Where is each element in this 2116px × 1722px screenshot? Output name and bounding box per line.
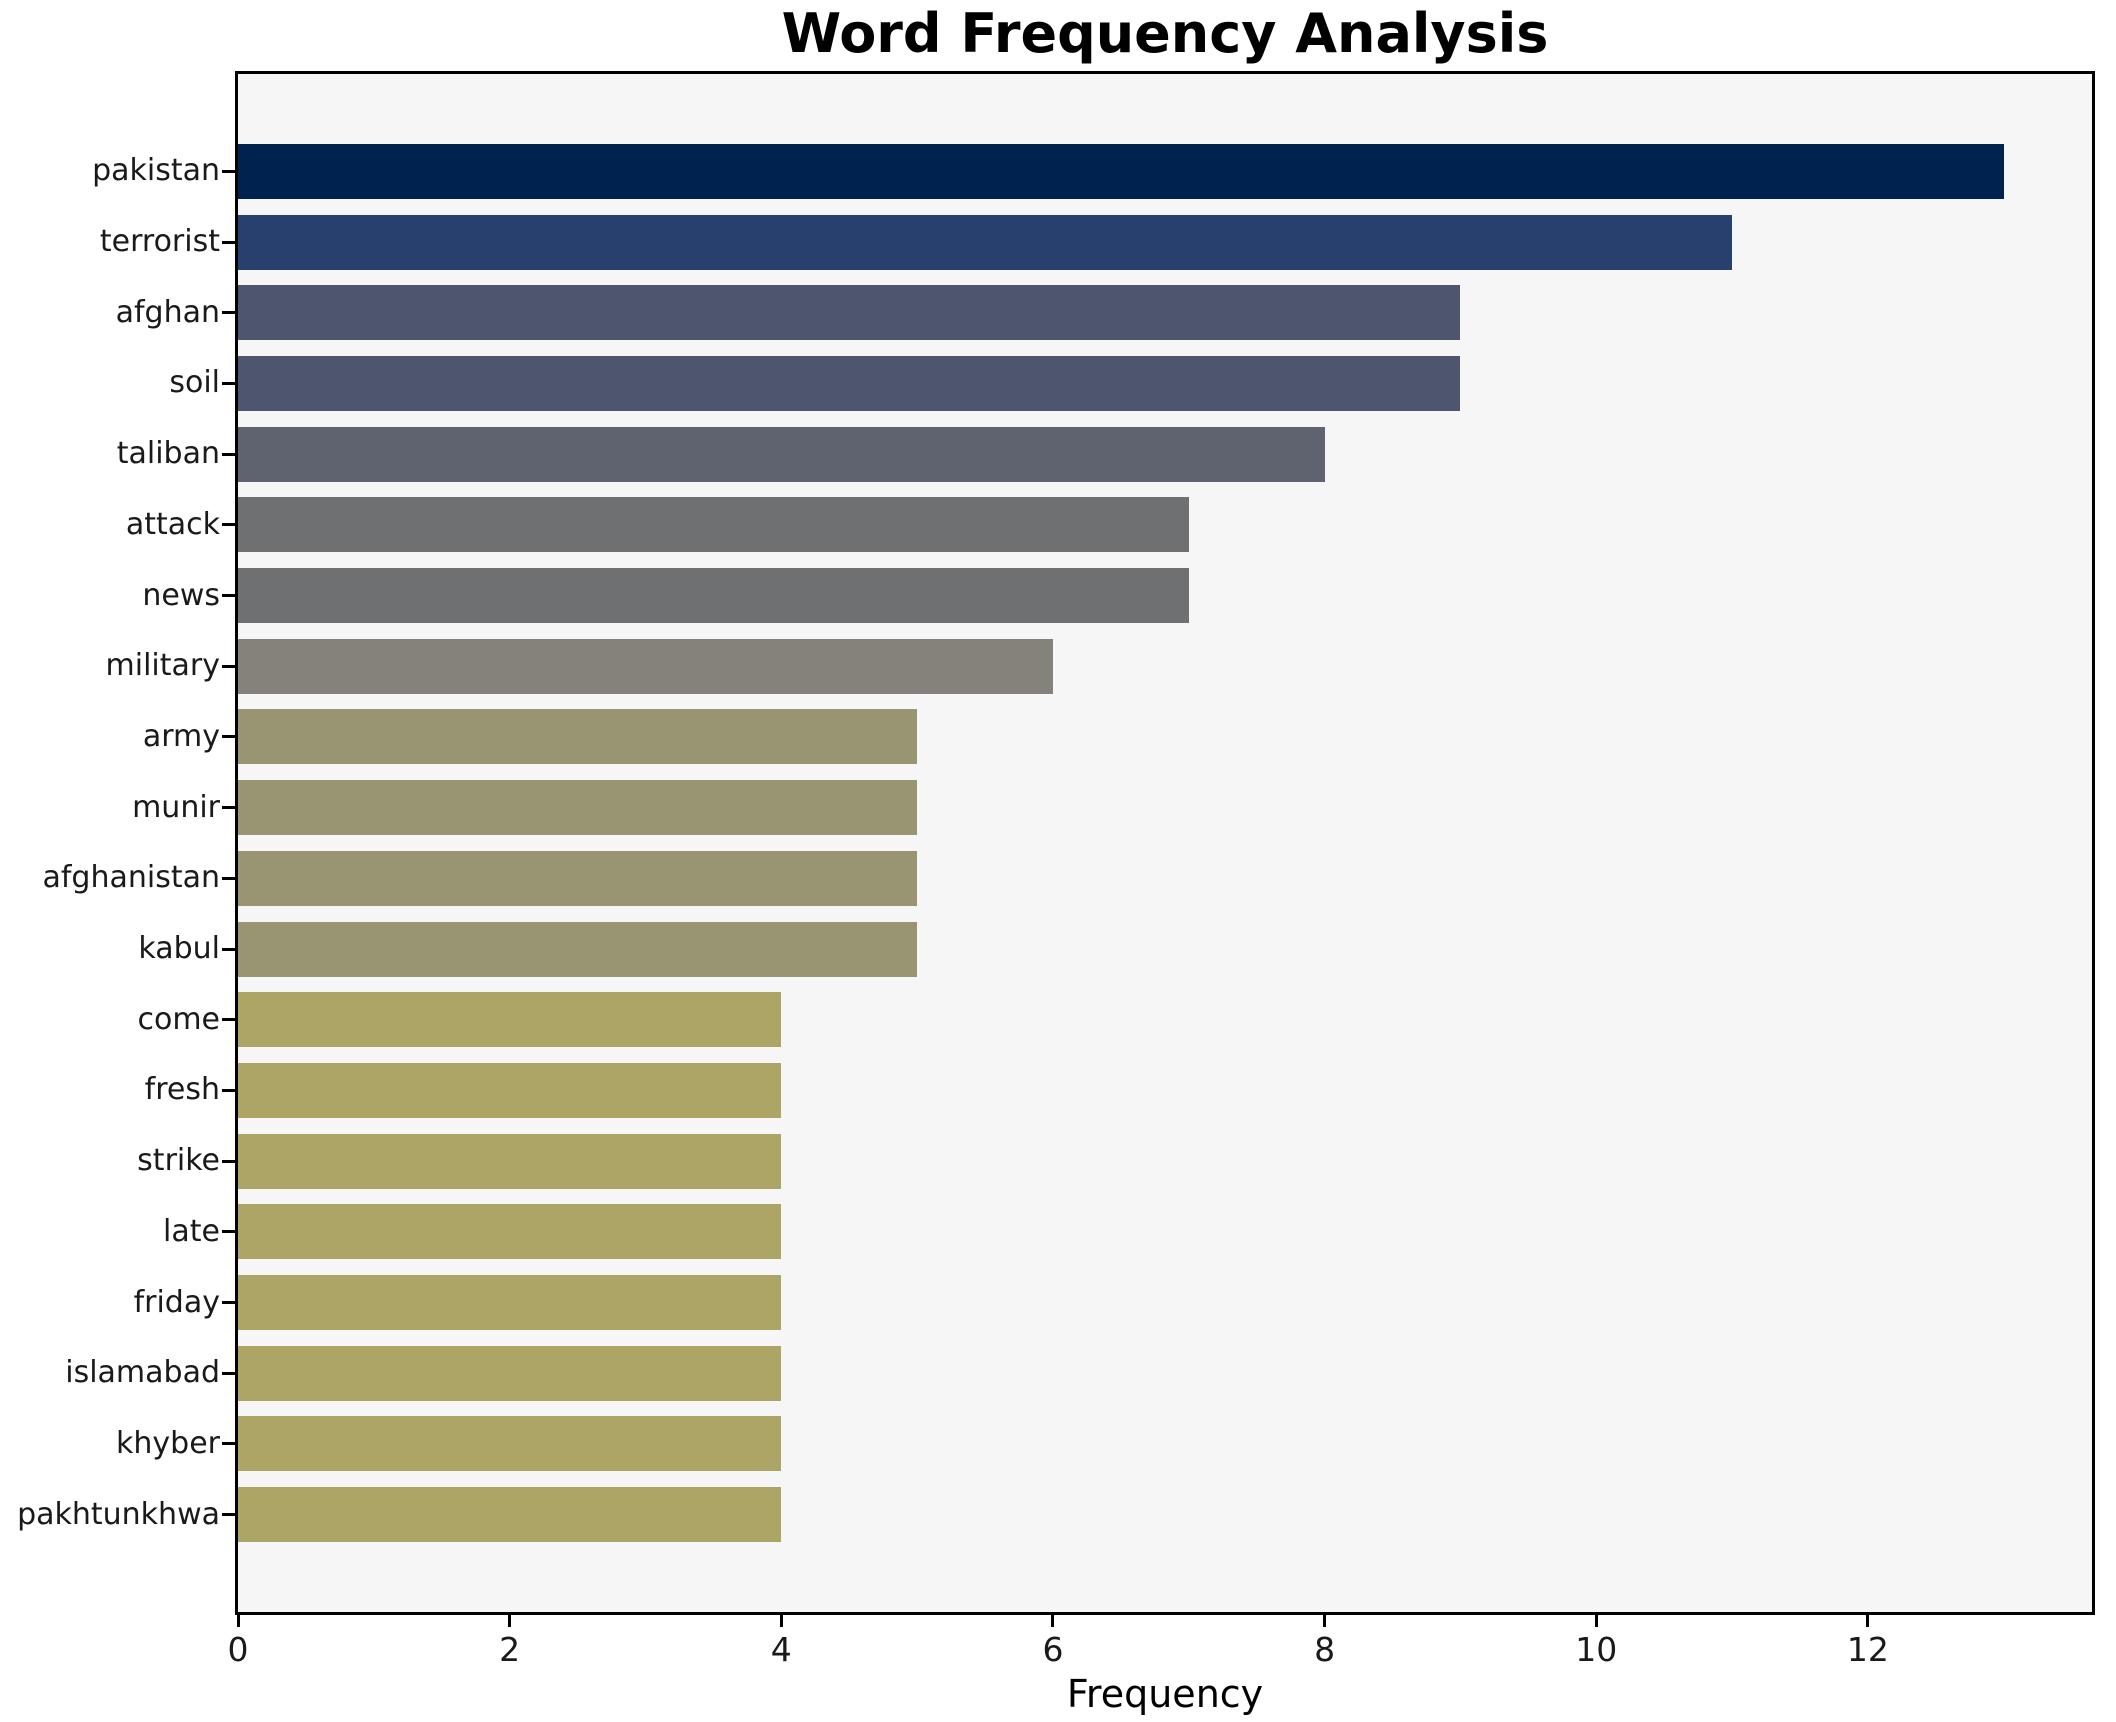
y-tick-label: late (163, 1213, 220, 1249)
plot-area (235, 71, 2095, 1615)
y-tick-mark (222, 664, 235, 668)
y-tick-mark (222, 1371, 235, 1375)
y-tick-mark (222, 452, 235, 456)
bar-come (238, 992, 782, 1048)
y-tick-mark (222, 1088, 235, 1092)
y-tick-mark (222, 594, 235, 598)
y-tick-label: friday (133, 1284, 220, 1320)
y-tick-label: attack (125, 506, 220, 542)
x-tick-label: 10 (1575, 1630, 1618, 1669)
y-tick-mark (222, 806, 235, 810)
x-tick-label: 6 (1042, 1630, 1064, 1669)
y-tick-mark (222, 523, 235, 527)
y-tick-label: taliban (116, 436, 220, 472)
bar-kabul (238, 921, 918, 977)
bar-terrorist (238, 214, 1733, 270)
y-tick-label: military (105, 648, 220, 684)
bar-pakistan (238, 143, 2004, 199)
bar-fresh (238, 1062, 782, 1118)
x-tick-label: 8 (1314, 1630, 1336, 1669)
y-tick-label: khyber (116, 1425, 220, 1461)
y-tick-label: afghanistan (42, 860, 220, 896)
y-tick-label: come (137, 1001, 220, 1037)
y-tick-mark (222, 1442, 235, 1446)
y-tick-label: army (142, 718, 220, 754)
chart-title: Word Frequency Analysis (781, 2, 1549, 65)
bar-pakhtunkhwa (238, 1487, 782, 1543)
bar-army (238, 709, 918, 765)
bar-afghan (238, 285, 1461, 341)
y-tick-mark (222, 240, 235, 244)
x-tick-label: 2 (499, 1630, 521, 1669)
bar-soil (238, 355, 1461, 411)
y-tick-label: terrorist (99, 224, 220, 260)
y-tick-label: pakhtunkhwa (17, 1496, 220, 1532)
y-tick-mark (222, 1513, 235, 1517)
bar-attack (238, 497, 1189, 553)
bar-khyber (238, 1416, 782, 1472)
y-tick-mark (222, 1159, 235, 1163)
x-tick-mark (1323, 1615, 1327, 1627)
bar-islamabad (238, 1345, 782, 1401)
y-tick-mark (222, 381, 235, 385)
y-tick-label: fresh (144, 1072, 220, 1108)
y-tick-label: munir (132, 789, 220, 825)
y-tick-mark (222, 311, 235, 315)
y-tick-label: kabul (138, 931, 220, 967)
bar-late (238, 1204, 782, 1260)
x-axis-label: Frequency (1066, 1672, 1264, 1716)
y-tick-label: islamabad (65, 1355, 220, 1391)
bar-taliban (238, 426, 1325, 482)
x-tick-label: 4 (770, 1630, 792, 1669)
bar-friday (238, 1275, 782, 1331)
y-tick-label: soil (169, 365, 220, 401)
x-tick-mark (236, 1615, 240, 1627)
bar-munir (238, 780, 918, 836)
y-tick-label: afghan (115, 294, 220, 330)
x-tick-mark (508, 1615, 512, 1627)
x-tick-label: 0 (227, 1630, 249, 1669)
y-tick-mark (222, 735, 235, 739)
x-tick-label: 12 (1846, 1630, 1889, 1669)
x-tick-mark (1051, 1615, 1055, 1627)
bar-strike (238, 1133, 782, 1189)
y-tick-mark (222, 1230, 235, 1234)
y-tick-mark (222, 1018, 235, 1022)
y-tick-mark (222, 169, 235, 173)
bar-military (238, 638, 1053, 694)
x-tick-mark (1866, 1615, 1870, 1627)
y-tick-label: pakistan (92, 153, 220, 189)
y-tick-label: strike (137, 1143, 220, 1179)
x-tick-mark (1594, 1615, 1598, 1627)
bar-news (238, 568, 1189, 624)
x-tick-mark (779, 1615, 783, 1627)
y-tick-mark (222, 1301, 235, 1305)
y-tick-mark (222, 947, 235, 951)
bar-afghanistan (238, 850, 918, 906)
y-tick-mark (222, 876, 235, 880)
y-tick-label: news (142, 577, 220, 613)
